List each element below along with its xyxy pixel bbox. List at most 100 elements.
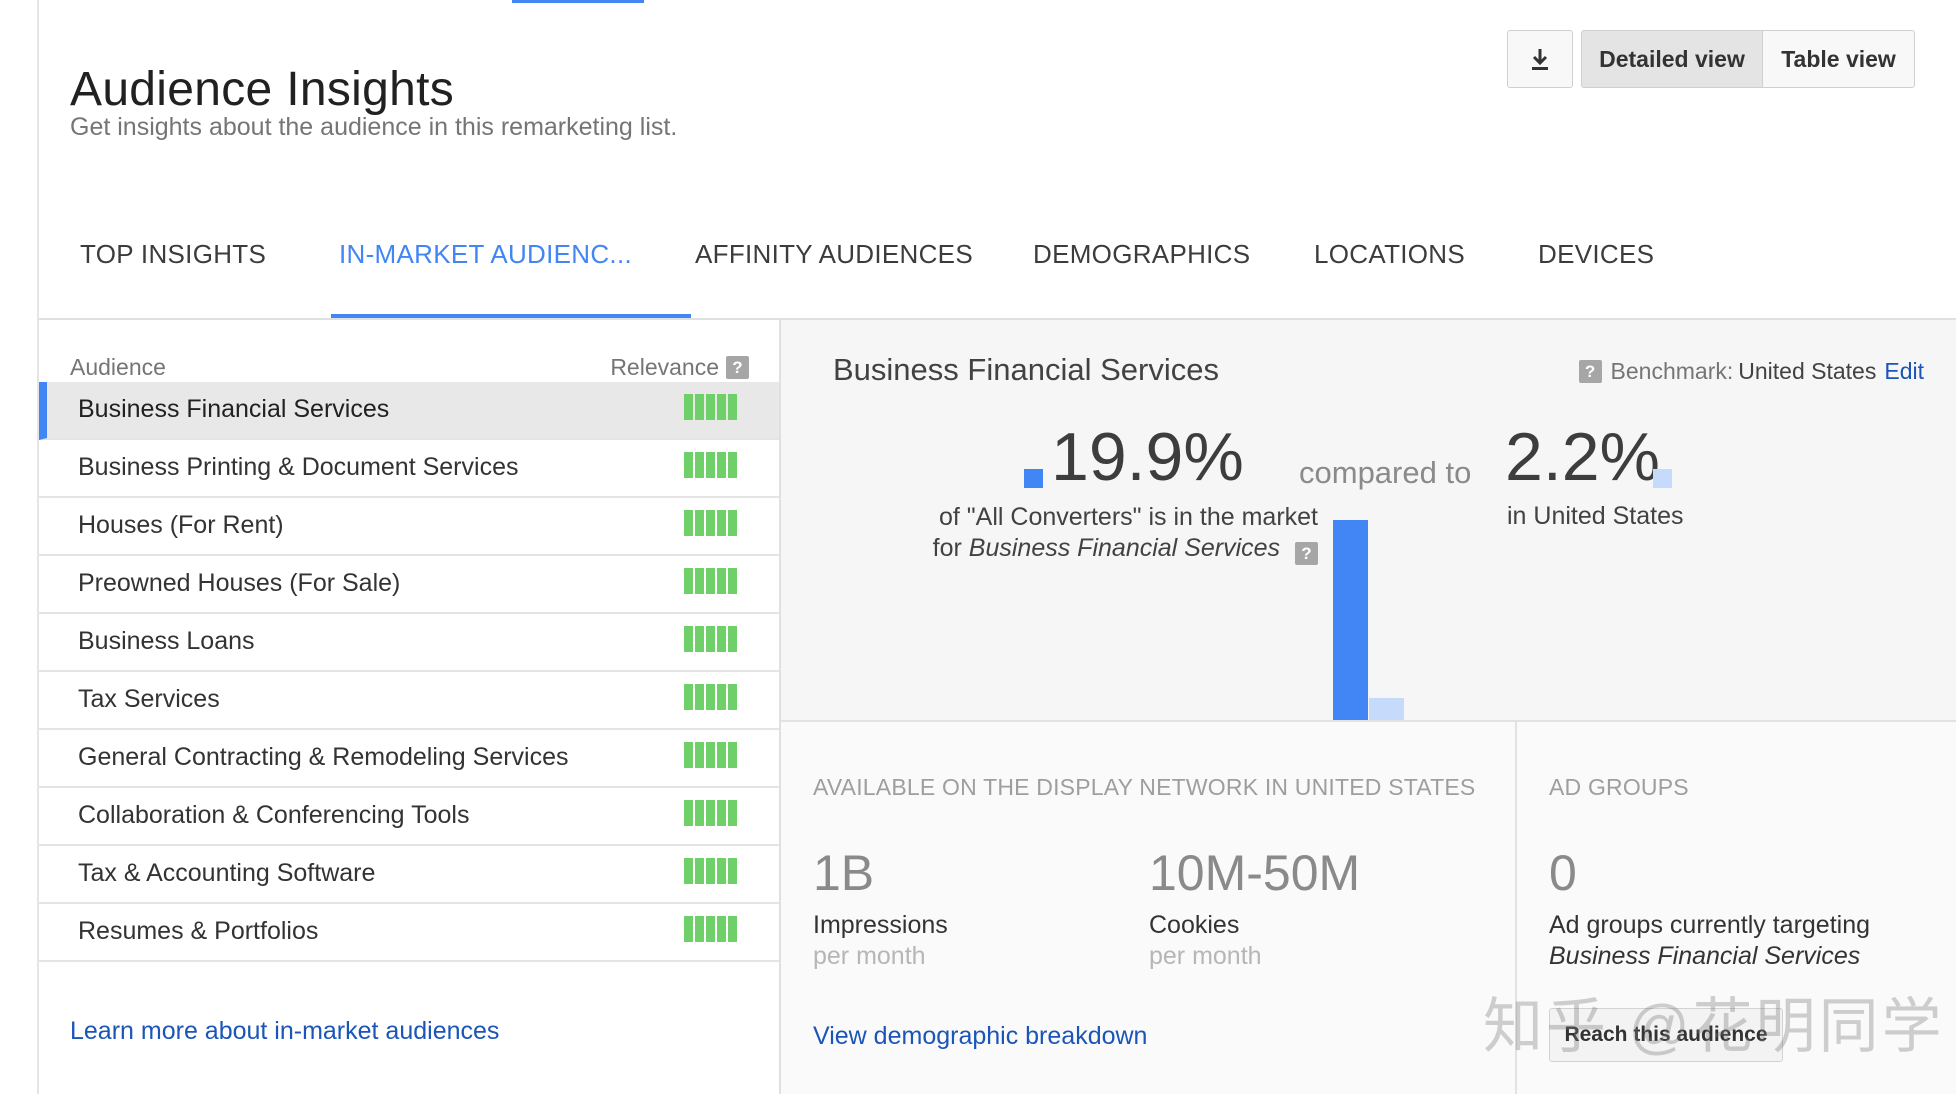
relevance-bar-segment [695, 626, 704, 652]
audience-label: Tax & Accounting Software [78, 859, 376, 887]
audience-label: Resumes & Portfolios [78, 917, 319, 945]
stat-help-icon[interactable]: ? [1295, 542, 1318, 565]
relevance-bar-segment [695, 452, 704, 478]
audience-row[interactable]: Business Printing & Document Services [39, 440, 779, 498]
audience-row[interactable]: Tax Services [39, 672, 779, 730]
audience-row[interactable]: Business Loans [39, 614, 779, 672]
benchmark: ? Benchmark: United States Edit [1578, 358, 1924, 385]
cookies-period: per month [1149, 942, 1262, 970]
impressions-period: per month [813, 942, 926, 970]
page-left-border [37, 0, 39, 1094]
reach-heading: AVAILABLE ON THE DISPLAY NETWORK IN UNIT… [813, 774, 1476, 800]
relevance-bar-segment [728, 684, 737, 710]
relevance-bar-segment [728, 916, 737, 942]
relevance-bars [684, 394, 737, 420]
page-subtitle: Get insights about the audience in this … [70, 113, 678, 141]
audience-label: Business Printing & Document Services [78, 453, 519, 481]
relevance-bar-segment [717, 626, 726, 652]
benchmark-country: United States [1738, 358, 1877, 384]
tab-affinity-audiences[interactable]: AFFINITY AUDIENCES [695, 239, 973, 269]
relevance-bar-segment [695, 800, 704, 826]
cookies-label: Cookies [1149, 911, 1240, 939]
tabs-divider [39, 318, 1956, 320]
relevance-bar-segment [684, 858, 693, 884]
relevance-bar-segment [706, 742, 715, 768]
top-accent-bar [512, 0, 644, 3]
benchmark-help-icon[interactable]: ? [1578, 360, 1602, 383]
view-toolbar: Detailed view Table view [1507, 30, 1915, 88]
audience-row[interactable]: Preowned Houses (For Sale) [39, 556, 779, 614]
relevance-bar-segment [717, 452, 726, 478]
relevance-bar-segment [695, 684, 704, 710]
relevance-bar-segment [695, 742, 704, 768]
relevance-bar-segment [684, 916, 693, 942]
relevance-bar-segment [717, 394, 726, 420]
benchmark-legend-swatch [1653, 469, 1672, 488]
relevance-bar-segment [728, 394, 737, 420]
relevance-column-header: Relevance ? [610, 354, 749, 381]
relevance-bars [684, 858, 737, 884]
relevance-bar-segment [717, 568, 726, 594]
relevance-bar-segment [728, 510, 737, 536]
relevance-bars [684, 916, 737, 942]
tab-top-insights[interactable]: TOP INSIGHTS [80, 239, 267, 269]
reach-this-audience-button[interactable]: Reach this audience [1549, 1008, 1783, 1062]
primary-stat-desc-segment: Business Financial Services [968, 534, 1281, 562]
page-title: Audience Insights [70, 63, 455, 117]
relevance-bar-segment [717, 858, 726, 884]
relevance-bar-segment [706, 394, 715, 420]
relevance-bar-segment [706, 510, 715, 536]
benchmark-stat-description: in United States [1507, 502, 1684, 530]
table-view-button[interactable]: Table view [1763, 30, 1915, 88]
detail-title: Business Financial Services [833, 352, 1219, 387]
relevance-bar-segment [706, 626, 715, 652]
relevance-bar-segment [695, 394, 704, 420]
audience-list: Business Financial Services Business Prin… [39, 382, 779, 962]
relevance-bar-segment [717, 742, 726, 768]
primary-stat-desc-line1: of "All Converters" is in the market [939, 503, 1318, 531]
relevance-bar-segment [684, 568, 693, 594]
tab-locations[interactable]: LOCATIONS [1314, 239, 1466, 269]
learn-more-link[interactable]: Learn more about in-market audiences [70, 1017, 500, 1045]
audience-row[interactable]: Collaboration & Conferencing Tools [39, 788, 779, 846]
audience-row[interactable]: Houses (For Rent) [39, 498, 779, 556]
relevance-bar-segment [706, 684, 715, 710]
insight-tabs: TOP INSIGHTS IN-MARKET AUDIENC... AFFINI… [39, 0, 1956, 320]
relevance-bar-segment [717, 916, 726, 942]
view-demographic-breakdown-link[interactable]: View demographic breakdown [813, 1022, 1148, 1050]
relevance-bar-segment [684, 800, 693, 826]
ad-groups-panel: AD GROUPS 0 Ad groups currently targetin… [1517, 722, 1956, 1094]
relevance-bars [684, 684, 737, 710]
audience-label: Houses (For Rent) [78, 511, 284, 539]
audience-row[interactable]: Business Financial Services [39, 382, 779, 440]
audience-label: Preowned Houses (For Sale) [78, 569, 401, 597]
bar-all-converters [1333, 520, 1368, 720]
tab-devices[interactable]: DEVICES [1538, 239, 1655, 269]
tab-demographics[interactable]: DEMOGRAPHICS [1033, 239, 1251, 269]
relevance-bars [684, 510, 737, 536]
relevance-label: Relevance [610, 354, 719, 380]
relevance-bar-segment [695, 858, 704, 884]
impressions-value: 1B [813, 845, 875, 901]
relevance-bar-segment [684, 452, 693, 478]
relevance-bar-segment [728, 626, 737, 652]
audience-row[interactable]: Tax & Accounting Software [39, 846, 779, 904]
audience-row[interactable]: General Contracting & Remodeling Service… [39, 730, 779, 788]
active-tab-indicator [331, 314, 691, 319]
relevance-bar-segment [706, 452, 715, 478]
primary-stat-desc-prefix: for [932, 534, 962, 562]
relevance-bar-segment [706, 800, 715, 826]
tab-in-market-audiences[interactable]: IN-MARKET AUDIENC... [339, 239, 633, 269]
relevance-help-icon[interactable]: ? [726, 356, 749, 379]
benchmark-edit-link[interactable]: Edit [1884, 358, 1924, 384]
display-network-reach-panel: AVAILABLE ON THE DISPLAY NETWORK IN UNIT… [781, 722, 1517, 1094]
audience-label: Business Loans [78, 627, 255, 655]
detailed-view-button[interactable]: Detailed view [1581, 30, 1763, 88]
audience-row[interactable]: Resumes & Portfolios [39, 904, 779, 962]
audience-label: Collaboration & Conferencing Tools [78, 801, 470, 829]
audience-list-header: Audience Relevance ? [70, 354, 749, 381]
download-icon [1532, 49, 1548, 70]
relevance-bars [684, 568, 737, 594]
relevance-bar-segment [728, 568, 737, 594]
download-button[interactable] [1507, 30, 1573, 88]
